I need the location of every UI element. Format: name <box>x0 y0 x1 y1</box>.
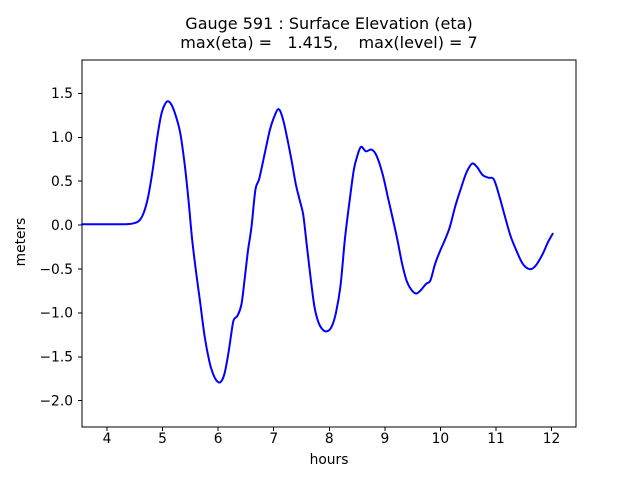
x-tick-label: 4 <box>103 431 112 447</box>
x-tick-label: 6 <box>214 431 223 447</box>
x-tick-label: 7 <box>269 431 278 447</box>
y-tick-label: 1.0 <box>51 130 73 146</box>
x-tick-label: 8 <box>325 431 334 447</box>
y-tick-label: −2.0 <box>39 393 73 409</box>
x-axis-ticks: 4 5 6 7 8 9 10 11 12 <box>103 427 561 447</box>
x-tick-label: 11 <box>487 431 505 447</box>
x-axis-label: hours <box>310 452 349 468</box>
y-tick-label: −0.5 <box>39 262 73 278</box>
y-tick-label: 0.5 <box>51 174 73 190</box>
x-tick-label: 10 <box>432 431 450 447</box>
chart-title: Gauge 591 : Surface Elevation (eta) <box>185 14 472 33</box>
y-tick-label: 0.0 <box>51 218 73 234</box>
plot-frame <box>81 59 577 428</box>
x-tick-label: 12 <box>543 431 561 447</box>
y-tick-label: −1.5 <box>39 350 73 366</box>
chart-subtitle: max(eta) = 1.415, max(level) = 7 <box>180 33 477 52</box>
y-axis-ticks: 1.5 1.0 0.5 0.0 −0.5 −1.0 −1.5 −2.0 <box>39 86 82 409</box>
eta-line <box>81 100 554 384</box>
y-axis-label: meters <box>13 218 29 267</box>
x-tick-label: 5 <box>158 431 167 447</box>
y-tick-label: 1.5 <box>51 86 73 102</box>
x-tick-label: 9 <box>380 431 389 447</box>
y-tick-label: −1.0 <box>39 306 73 322</box>
